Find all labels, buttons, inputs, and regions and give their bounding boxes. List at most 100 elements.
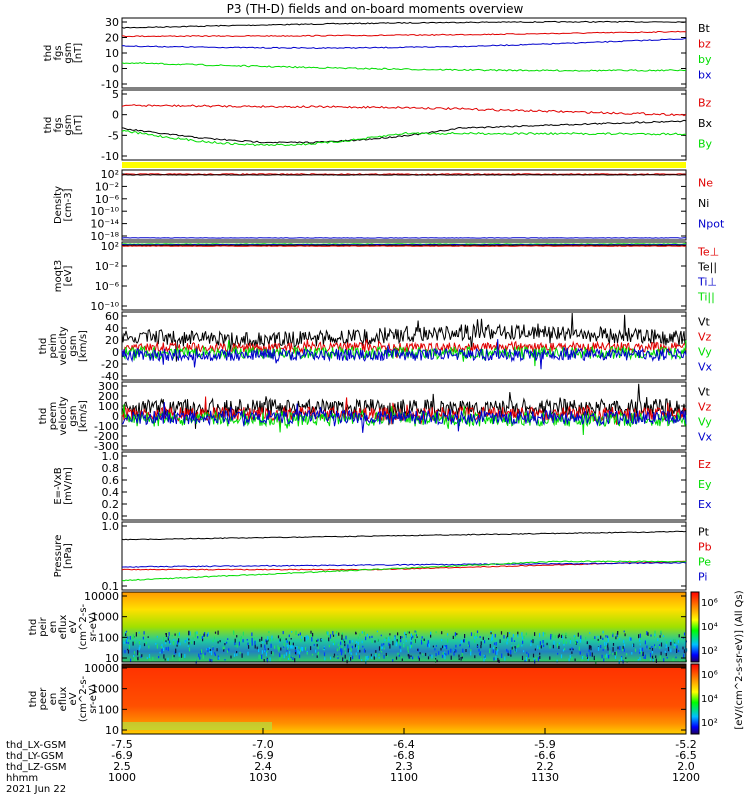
ion-spectrogram-pixel [285,652,287,656]
ion-spectrogram-pixel [384,636,386,640]
ion-spectrogram-pixel [460,657,462,661]
ion-spectrogram-pixel [343,638,345,642]
ion-spectrogram-pixel [267,648,269,650]
ion-spectrogram-pixel [290,656,292,659]
ion-spectrogram-pixel [292,657,294,661]
y-tick-label: 10⁻¹⁰ [90,205,119,218]
ion-spectrogram-pixel [194,635,196,638]
ion-spectrogram-pixel [310,634,312,638]
ion-spectrogram-pixel [684,641,686,646]
ion-spectrogram-pixel [605,635,607,638]
ion-spectrogram-pixel [344,643,346,647]
ion-spectrogram-pixel [336,648,338,652]
legend-entry: bx [698,68,712,81]
ion-spectrogram-pixel [247,651,249,656]
ion-spectrogram-pixel [341,638,343,641]
ion-spectrogram-pixel [337,643,340,647]
ion-spectrogram-pixel [392,659,394,662]
y-axis-label: thd [43,45,54,62]
ion-spectrogram-pixel [675,643,677,647]
ion-spectrogram-pixel [248,645,250,649]
ion-spectrogram-pixel [514,646,516,649]
ion-spectrogram-pixel [578,646,580,651]
ion-spectrogram-pixel [297,649,299,654]
ion-spectrogram-pixel [289,657,291,662]
ion-spectrogram-pixel [290,645,292,649]
ion-spectrogram-pixel [558,633,560,637]
ion-spectrogram-pixel [320,638,322,642]
ion-spectrogram-pixel [594,636,596,640]
ion-spectrogram-pixel [640,651,642,655]
ion-spectrogram-pixel [254,640,256,646]
ion-spectrogram-pixel [565,641,567,644]
ion-spectrogram-pixel [188,631,190,636]
ion-spectrogram-pixel [332,634,335,637]
pe-line [121,560,687,582]
ion-spectrogram-pixel [630,637,632,641]
ion-spectrogram-pixel [385,639,387,642]
y-tick-label: 10² [101,168,119,181]
ion-spectrogram-pixel [682,637,684,639]
ion-spectrogram-pixel [187,645,189,647]
y-axis-label: fgs [53,45,64,60]
ion-spectrogram-pixel [672,658,674,662]
ion-spectrogram-pixel [495,650,497,655]
ion-spectrogram-pixel [317,652,319,657]
ion-spectrogram-pixel [358,655,360,660]
ion-spectrogram-pixel [639,647,641,652]
ion-spectrogram-pixel [124,650,126,654]
ion-spectrogram-pixel [397,632,399,636]
ion-spectrogram-pixel [351,640,354,643]
ion-spectrogram-pixel [534,632,536,636]
ion-spectrogram-pixel [177,640,179,645]
ion-spectrogram-pixel [639,656,641,661]
ion-spectrogram-pixel [209,658,211,662]
ion-spectrogram-pixel [317,646,319,650]
ion-spectrogram-pixel [498,659,500,663]
ion-spectrogram-pixel [663,658,665,663]
y-tick-label: 0 [112,63,119,76]
ion-spectrogram-pixel [134,641,136,644]
ion-spectrogram-pixel [461,640,463,644]
ion-spectrogram-pixel [612,633,614,638]
ion-spectrogram-pixel [138,652,140,656]
ion-spectrogram-pixel [623,630,625,633]
colorbar-tick-label: 10⁶ [701,670,718,681]
y-axis-label: gsm [63,114,74,135]
ion-spectrogram-pixel [588,645,590,650]
ion-spectrogram-pixel [419,652,421,655]
ion-spectrogram-pixel [444,655,446,660]
ion-spectrogram-pixel [654,644,656,647]
ion-spectrogram-pixel [561,633,563,636]
ion-spectrogram-pixel [497,649,499,652]
ion-spectrogram-pixel [612,643,615,646]
y-axis-label: [eV] [63,266,74,287]
ion-spectrogram-pixel [311,653,314,656]
ion-spectrogram-pixel [679,659,681,662]
ion-spectrogram-pixel [305,637,308,641]
ion-spectrogram-pixel [626,659,628,663]
ion-spectrogram-pixel [184,653,186,658]
ion-spectrogram-pixel [201,636,203,639]
ion-spectrogram-pixel [329,656,332,660]
ion-spectrogram-pixel [412,635,414,639]
ion-spectrogram-pixel [242,631,244,636]
ion-spectrogram-pixel [565,632,567,637]
ion-spectrogram-pixel [384,638,386,641]
ion-spectrogram-pixel [327,631,329,636]
ion-spectrogram-pixel [389,644,391,649]
y-axis-label: (cm^2-s- [78,675,89,722]
ion-spectrogram-pixel [447,633,449,636]
ion-spectrogram-pixel [637,659,639,661]
legend-entry: Ez [698,458,711,471]
ion-spectrogram-pixel [442,645,444,649]
y-tick-label: -100 [94,420,119,433]
ion-spectrogram-pixel [503,635,505,639]
ion-spectrogram-pixel [552,634,554,638]
y-axis-label: [km/s] [78,330,89,362]
ion-spectrogram-pixel [442,652,444,655]
ion-spectrogram-pixel [597,638,599,641]
ion-spectrogram-pixel [576,639,578,642]
ion-spectrogram-pixel [686,648,688,652]
ion-spectrogram-pixel [408,654,410,659]
